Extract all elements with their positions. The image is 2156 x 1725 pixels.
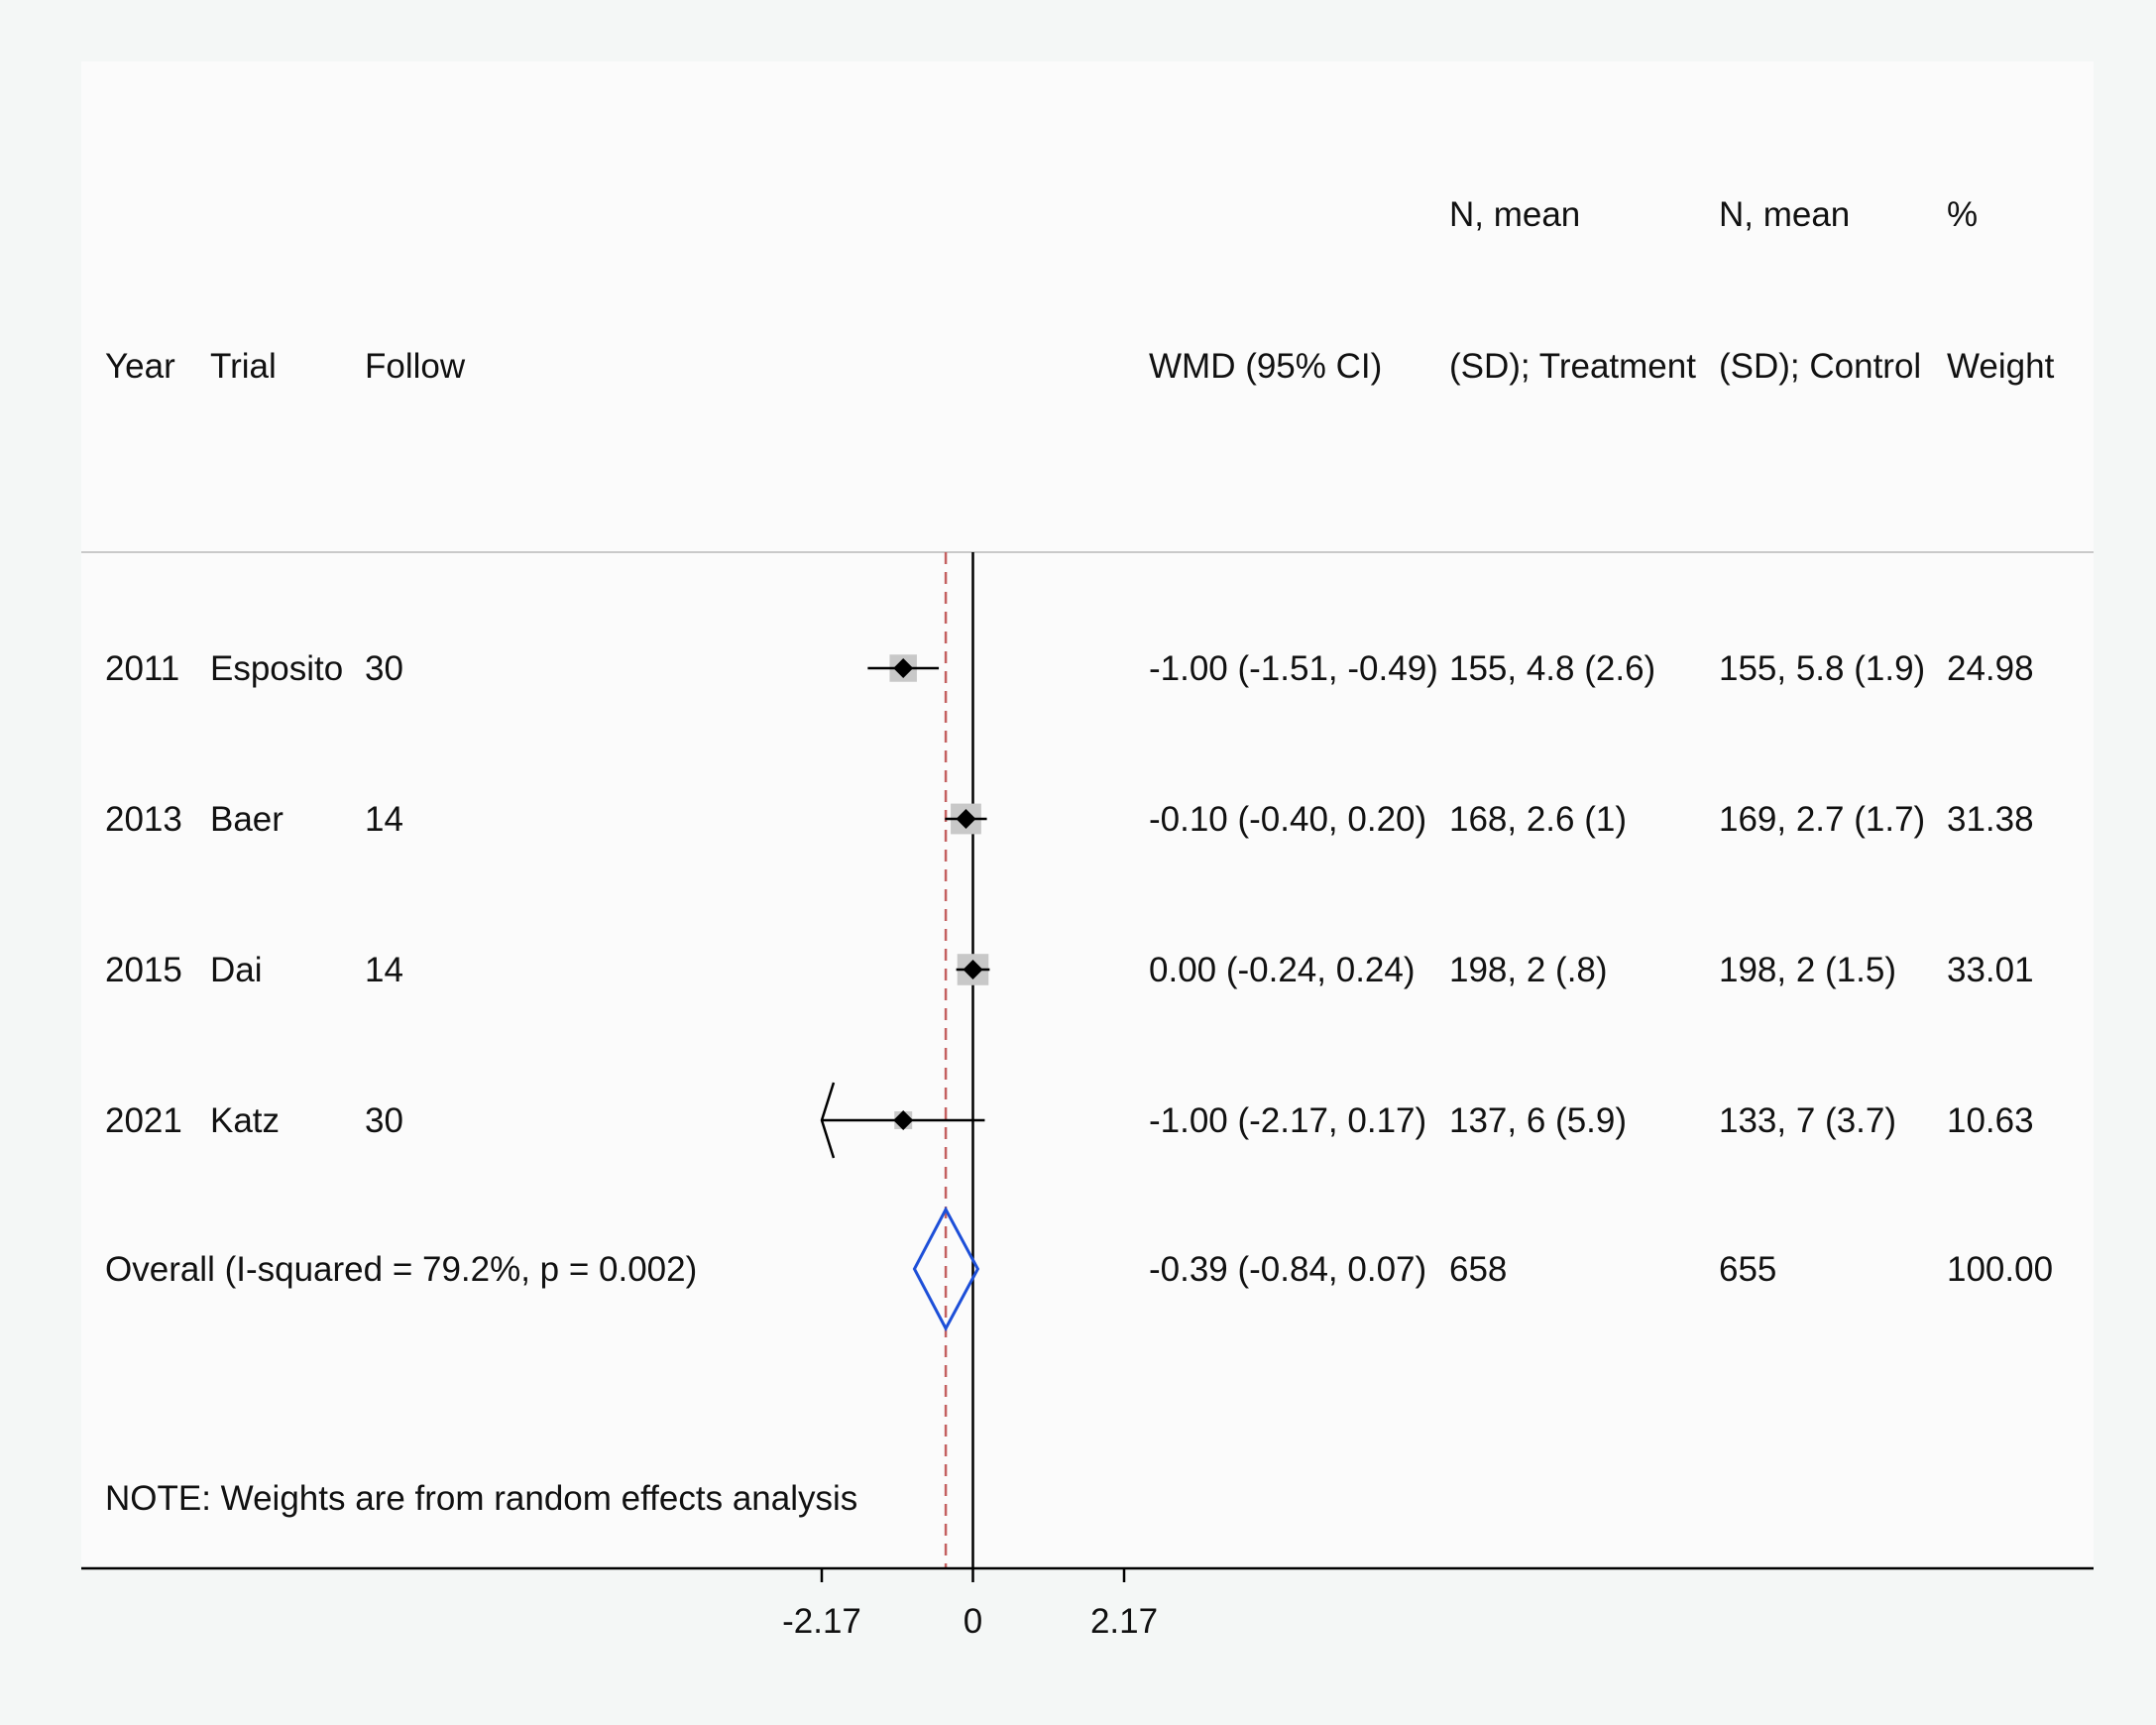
point-estimate [956,809,976,829]
study-treatment: 198, 2 (.8) [1449,951,1608,989]
overall-treatment: 658 [1449,1250,1507,1289]
study-treatment: 155, 4.8 (2.6) [1449,649,1655,688]
study-follow: 14 [365,951,403,989]
header-treatment-line1: N, mean [1449,195,1580,234]
study-wmd-ci: 0.00 (-0.24, 0.24) [1149,951,1416,989]
study-wmd-ci: -1.00 (-2.17, 0.17) [1149,1101,1426,1140]
study-trial: Katz [210,1101,280,1140]
study-wmd-ci: -0.10 (-0.40, 0.20) [1149,800,1426,839]
plot-marks [820,552,990,1568]
header-year: Year [105,347,175,386]
overall-wmd-ci: -0.39 (-0.84, 0.07) [1149,1250,1426,1289]
overall-weight: 100.00 [1947,1250,2053,1289]
header-weight-line2: Weight [1947,347,2055,386]
header-control-line1: N, mean [1719,195,1850,234]
plot-panel [81,61,2094,1568]
study-weight: 33.01 [1947,951,2034,989]
study-control: 169, 2.7 (1.7) [1719,800,1925,839]
point-estimate [963,960,983,979]
study-follow: 30 [365,1101,403,1140]
overall-diamond [912,1206,980,1332]
study-weight: 31.38 [1947,800,2034,839]
study-trial: Esposito [210,649,343,688]
study-control: 198, 2 (1.5) [1719,951,1896,989]
study-trial: Dai [210,951,263,989]
study-control: 155, 5.8 (1.9) [1719,649,1925,688]
x-tick-label: 0 [964,1602,982,1641]
study-weight: 10.63 [1947,1101,2034,1140]
header-treatment-line2: (SD); Treatment [1449,347,1696,386]
point-estimate [893,658,914,678]
study-wmd-ci: -1.00 (-1.51, -0.49) [1149,649,1438,688]
study-control: 133, 7 (3.7) [1719,1101,1896,1140]
study-follow: 30 [365,649,403,688]
study-treatment: 137, 6 (5.9) [1449,1101,1627,1140]
study-weight: 24.98 [1947,649,2034,688]
header-trial: Trial [210,347,277,386]
point-estimate [893,1110,914,1130]
x-axis-ticks: -2.17 0 2.17 [782,1568,1158,1641]
study-trial: Baer [210,800,284,839]
study-year: 2011 [105,649,179,688]
overall-label: Overall (I-squared = 79.2%, p = 0.002) [105,1250,697,1289]
header-weight-line1: % [1947,195,1978,234]
ci-clip-arrow [820,1082,836,1159]
study-rows: 2011 Esposito 30 -1.00 (-1.51, -0.49) 155, 4… [105,649,2053,1289]
study-treatment: 168, 2.6 (1) [1449,800,1627,839]
header-follow: Follow [365,347,466,386]
overall-control: 655 [1719,1250,1776,1289]
x-tick-label: 2.17 [1090,1602,1158,1641]
study-year: 2013 [105,800,182,839]
x-tick-label: -2.17 [782,1602,861,1641]
header-wmd: WMD (95% CI) [1149,347,1382,386]
header-control-line2: (SD); Control [1719,347,1921,386]
study-follow: 14 [365,800,403,839]
weights-note: NOTE: Weights are from random effects an… [105,1479,857,1518]
study-year: 2015 [105,951,182,989]
study-year: 2021 [105,1101,182,1140]
